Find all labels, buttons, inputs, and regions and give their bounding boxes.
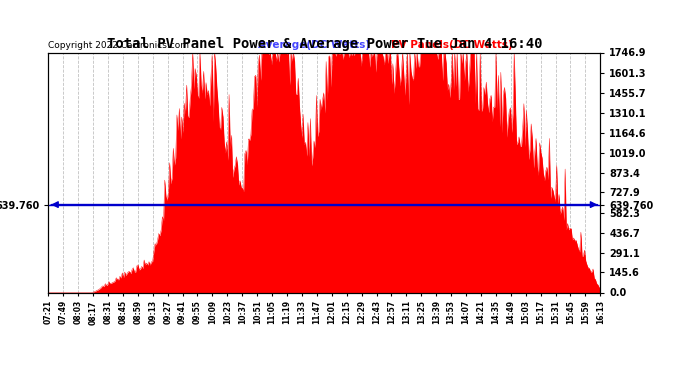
Text: PV Panels(DC Watts): PV Panels(DC Watts) [391,40,512,50]
Title: Total PV Panel Power & Average Power Tue Jan 4 16:40: Total PV Panel Power & Average Power Tue… [106,38,542,51]
Text: Average(DC Watts): Average(DC Watts) [258,40,371,50]
Text: Copyright 2022 Cartronics.com: Copyright 2022 Cartronics.com [48,41,189,50]
